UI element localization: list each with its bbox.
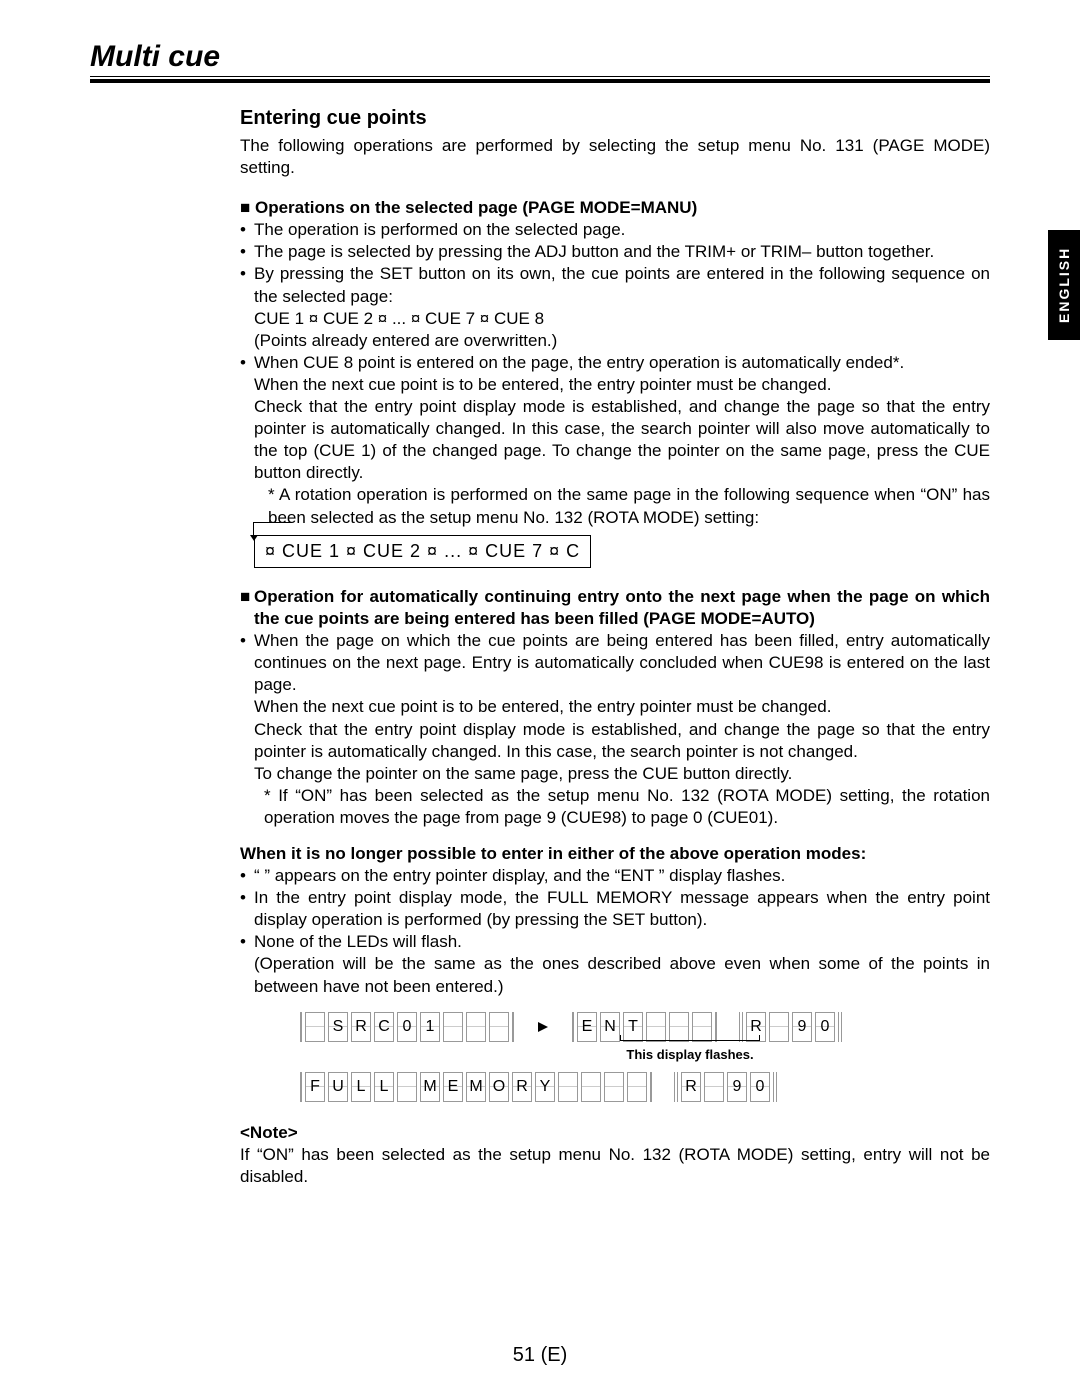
auto-heading-text: Operation for automatically continuing e… — [254, 586, 990, 630]
bullet-item: • In the entry point display mode, the F… — [240, 887, 990, 931]
arrow-icon — [536, 1021, 550, 1033]
square-bullet-icon: ■ — [240, 198, 255, 217]
footnote-text: * If “ON” has been selected as the setup… — [254, 785, 990, 829]
bullet-item: • “ ” appears on the entry pointer displ… — [240, 865, 990, 887]
segment-cell — [627, 1072, 647, 1102]
segment-group-left: FULLMEMORY — [300, 1072, 652, 1102]
cue-sequence: CUE 1 ¤ CUE 2 ¤ ... ¤ CUE 7 ¤ CUE 8 — [254, 309, 544, 328]
full-heading: When it is no longer possible to enter i… — [240, 843, 990, 865]
segment-cell: M — [466, 1072, 486, 1102]
segment-cell: R — [512, 1072, 532, 1102]
segment-group-mid: ENT — [572, 1012, 717, 1042]
segment-group-left: SRC01 — [300, 1012, 514, 1042]
note-text: If “ON” has been selected as the setup m… — [240, 1144, 990, 1188]
cue-flow-diagram: ¤ CUE 1 ¤ CUE 2 ¤ ... ¤ CUE 7 ¤ C — [254, 535, 990, 568]
paragraph-text: When the next cue point is to be entered… — [254, 696, 990, 718]
segment-cell: R — [746, 1012, 766, 1042]
bullet-text: In the entry point display mode, the FUL… — [254, 887, 990, 931]
bullet-text: By pressing the SET button on its own, t… — [254, 264, 990, 305]
cue-sequence-note: (Points already entered are overwritten.… — [254, 331, 557, 350]
segment-cell — [443, 1012, 463, 1042]
bullet-item: • When the page on which the cue points … — [240, 630, 990, 696]
manu-heading-text: Operations on the selected page (PAGE MO… — [255, 198, 697, 217]
paragraph-text: (Operation will be the same as the ones … — [254, 953, 990, 997]
segment-cell: L — [374, 1072, 394, 1102]
segment-cell: 0 — [397, 1012, 417, 1042]
segment-cell: S — [328, 1012, 348, 1042]
bullet-item: • When CUE 8 point is entered on the pag… — [240, 352, 990, 529]
segment-cell: R — [351, 1012, 371, 1042]
segment-group-right: R90 — [739, 1012, 842, 1042]
footnote-text: * A rotation operation is performed on t… — [254, 484, 990, 528]
segment-cell — [669, 1012, 689, 1042]
section-heading: Entering cue points — [240, 105, 990, 131]
note-label: <Note> — [240, 1122, 990, 1144]
segment-cell — [466, 1012, 486, 1042]
bullet-item: • By pressing the SET button on its own,… — [240, 263, 990, 351]
flash-label: This display flashes. — [490, 1047, 890, 1064]
bullet-text: When the page on which the cue points ar… — [254, 630, 990, 696]
segment-cell — [692, 1012, 712, 1042]
segment-cell — [581, 1072, 601, 1102]
bullet-text: The operation is performed on the select… — [254, 219, 990, 241]
page-title: Multi cue — [90, 40, 220, 73]
segment-cell: C — [374, 1012, 394, 1042]
segment-cell — [397, 1072, 417, 1102]
segment-cell — [646, 1012, 666, 1042]
bullet-text: None of the LEDs will flash. — [254, 931, 990, 953]
segment-cell — [558, 1072, 578, 1102]
segment-cell — [305, 1012, 325, 1042]
bullet-item: • None of the LEDs will flash. — [240, 931, 990, 953]
page-number: 51 (E) — [0, 1344, 1080, 1367]
language-tab: ENGLISH — [1048, 230, 1080, 340]
bullet-item: • The page is selected by pressing the A… — [240, 241, 990, 263]
segment-cell: 1 — [420, 1012, 440, 1042]
bullet-text: When the next cue point is to be entered… — [254, 375, 831, 394]
cue-flow-text: ¤ CUE 1 ¤ CUE 2 ¤ ... ¤ CUE 7 ¤ C — [265, 541, 580, 561]
segment-cell: M — [420, 1072, 440, 1102]
bullet-text: “ ” appears on the entry pointer display… — [254, 865, 990, 887]
square-bullet-icon: ■ — [240, 586, 254, 630]
segment-cell: Y — [535, 1072, 555, 1102]
segment-cell — [489, 1012, 509, 1042]
segment-cell: F — [305, 1072, 325, 1102]
manu-heading: ■ Operations on the selected page (PAGE … — [240, 197, 990, 219]
segment-cell: L — [351, 1072, 371, 1102]
segment-group-right: R90 — [674, 1072, 777, 1102]
segment-cell: E — [443, 1072, 463, 1102]
segment-cell: T — [623, 1012, 643, 1042]
bullet-text: When CUE 8 point is entered on the page,… — [254, 353, 904, 372]
segment-cell: R — [681, 1072, 701, 1102]
paragraph-text: Check that the entry point display mode … — [254, 719, 990, 763]
title-block: Multi cue — [90, 40, 990, 83]
bullet-item: • The operation is performed on the sele… — [240, 219, 990, 241]
segment-cell — [704, 1072, 724, 1102]
segment-cell — [604, 1072, 624, 1102]
segment-cell — [769, 1012, 789, 1042]
bullet-text: Check that the entry point display mode … — [254, 396, 990, 484]
segment-display-row-1: SRC01 ENT R90 This display flashes. FULL… — [300, 1012, 990, 1102]
segment-cell: E — [577, 1012, 597, 1042]
content: Entering cue points The following operat… — [240, 105, 990, 1188]
segment-cell: 0 — [750, 1072, 770, 1102]
intro-paragraph: The following operations are performed b… — [240, 135, 990, 179]
bullet-text: The page is selected by pressing the ADJ… — [254, 241, 990, 263]
paragraph-text: To change the pointer on the same page, … — [254, 763, 990, 785]
segment-cell: N — [600, 1012, 620, 1042]
segment-cell: O — [489, 1072, 509, 1102]
segment-cell: 9 — [792, 1012, 812, 1042]
segment-cell: 0 — [815, 1012, 835, 1042]
segment-cell: U — [328, 1072, 348, 1102]
auto-heading: ■ Operation for automatically continuing… — [240, 586, 990, 630]
segment-cell: 9 — [727, 1072, 747, 1102]
